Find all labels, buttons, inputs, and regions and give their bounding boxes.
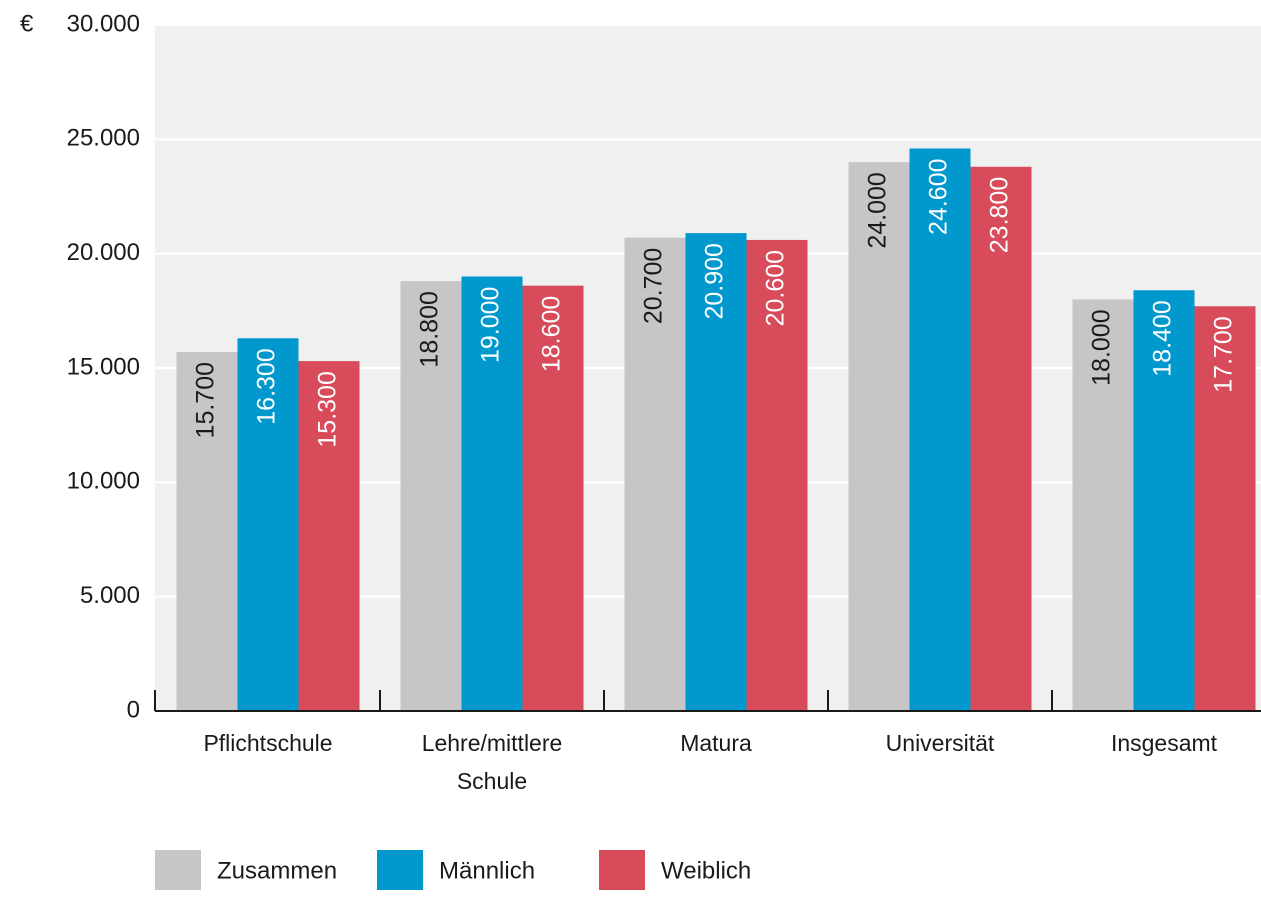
y-tick-label: 25.000	[67, 125, 140, 152]
value-label: 24.000	[864, 172, 892, 248]
value-label: 18.600	[538, 296, 566, 372]
x-tick-label: Lehre/mittlere Schule	[421, 730, 563, 794]
value-label: 15.700	[192, 362, 220, 438]
bar	[685, 233, 747, 711]
legend-label: Männlich	[439, 857, 535, 884]
y-tick-label: 10.000	[67, 468, 140, 495]
value-label: 17.700	[1210, 316, 1238, 392]
value-label: 15.300	[314, 371, 342, 447]
bar	[624, 237, 686, 711]
value-label: 23.800	[986, 177, 1014, 253]
y-tick-label: 15.000	[67, 353, 140, 380]
y-unit: €	[20, 10, 34, 37]
y-tick-label: 20.000	[67, 239, 140, 266]
legend-swatch	[155, 850, 201, 890]
bar	[237, 338, 299, 711]
x-tick-label: Universität	[885, 730, 995, 756]
bar	[461, 276, 523, 711]
value-label: 20.600	[762, 250, 790, 326]
legend-label: Zusammen	[217, 857, 337, 884]
value-label: 24.600	[925, 158, 953, 234]
x-tick-label: Insgesamt	[1110, 730, 1218, 756]
bar	[848, 162, 910, 711]
value-label: 18.400	[1149, 300, 1177, 376]
y-tick-label: 5.000	[80, 582, 140, 609]
bar	[909, 148, 971, 712]
value-label: 18.000	[1088, 309, 1116, 385]
legend-swatch	[377, 850, 423, 890]
value-label: 16.300	[253, 348, 281, 424]
value-label: 18.800	[416, 291, 444, 367]
x-tick-label: Pflichtschule	[203, 730, 333, 756]
value-label: 19.000	[477, 287, 505, 363]
bar	[1072, 299, 1134, 711]
value-label: 20.700	[640, 248, 668, 324]
y-tick-label: 30.000	[67, 10, 140, 37]
legend-swatch	[599, 850, 645, 890]
legend-label: Weiblich	[661, 857, 751, 884]
bar	[298, 361, 360, 711]
y-tick-label: 0	[127, 696, 140, 723]
x-tick-label: Matura	[680, 730, 752, 756]
bar	[746, 239, 808, 712]
bar	[522, 285, 584, 711]
bar	[176, 351, 238, 711]
value-label: 20.900	[701, 243, 729, 319]
bar	[400, 281, 462, 711]
bar	[1194, 306, 1256, 711]
bar	[970, 166, 1032, 712]
bar	[1133, 290, 1195, 711]
